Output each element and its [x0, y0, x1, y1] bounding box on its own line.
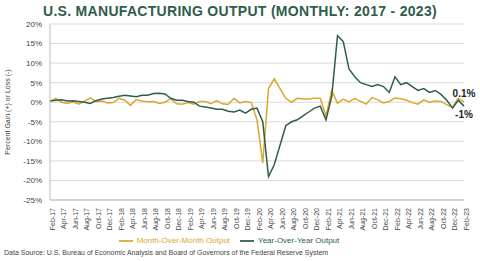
svg-text:Jun-20: Jun-20 — [279, 208, 286, 230]
svg-text:Feb-18: Feb-18 — [118, 208, 125, 230]
svg-text:Apr-22: Apr-22 — [405, 208, 413, 229]
svg-text:Aug-22: Aug-22 — [428, 208, 436, 231]
html-text:Data Source: U.S. Bureau of Ec: Data Source: U.S. Bureau of Economic Ana… — [4, 249, 329, 256]
svg-text:Feb-22: Feb-22 — [394, 208, 401, 230]
svg-text:Oct-22: Oct-22 — [440, 208, 447, 229]
svg-text:Oct-19: Oct-19 — [233, 208, 240, 229]
svg-text:Jun-17: Jun-17 — [72, 208, 79, 230]
svg-text:Apr-19: Apr-19 — [198, 208, 206, 229]
svg-text:Dec-22: Dec-22 — [451, 208, 458, 231]
svg-text:Dec-18: Dec-18 — [175, 208, 182, 231]
svg-text:Aug-21: Aug-21 — [359, 208, 367, 231]
svg-text:Feb-23: Feb-23 — [463, 208, 470, 230]
svg-text:Aug-18: Aug-18 — [152, 208, 160, 231]
svg-text:Aug-19: Aug-19 — [221, 208, 229, 231]
svg-text:Feb-21: Feb-21 — [325, 208, 332, 230]
svg-text:-15%: -15% — [23, 157, 42, 166]
html-text:Year-Over-Year Output: Year-Over-Year Output — [258, 236, 340, 246]
svg-text:Oct-17: Oct-17 — [95, 208, 102, 229]
svg-text:Dec-19: Dec-19 — [244, 208, 251, 231]
svg-text:Dec-17: Dec-17 — [106, 208, 113, 231]
svg-text:Oct-21: Oct-21 — [371, 208, 378, 229]
svg-text:5%: 5% — [30, 79, 42, 88]
svg-text:-5%: -5% — [28, 118, 42, 127]
svg-text:Dec-21: Dec-21 — [382, 208, 389, 231]
svg-text:Percent Gain (+) or Loss (-): Percent Gain (+) or Loss (-) — [8, 69, 12, 154]
svg-text:0.1%: 0.1% — [453, 88, 472, 99]
svg-text:-25%: -25% — [23, 196, 42, 205]
svg-text:0%: 0% — [30, 98, 42, 107]
svg-text:Apr-21: Apr-21 — [336, 208, 344, 229]
svg-text:Dec-20: Dec-20 — [313, 208, 320, 231]
svg-text:Aug-17: Aug-17 — [83, 208, 91, 231]
svg-text:Oct-20: Oct-20 — [302, 208, 309, 229]
svg-text:Feb-19: Feb-19 — [187, 208, 194, 230]
svg-text:-1%: -1% — [455, 109, 472, 120]
svg-text:Jun-22: Jun-22 — [417, 208, 424, 230]
html-text:Month-Over-Month Output: Month-Over-Month Output — [136, 236, 231, 246]
svg-text:Jun-21: Jun-21 — [348, 208, 355, 230]
svg-text:Apr-20: Apr-20 — [267, 208, 275, 229]
svg-text:Jun-19: Jun-19 — [210, 208, 217, 230]
svg-text:10%: 10% — [26, 59, 42, 68]
svg-text:Aug-20: Aug-20 — [290, 208, 298, 231]
svg-text:Oct-18: Oct-18 — [164, 208, 171, 229]
svg-text:15%: 15% — [26, 39, 42, 48]
svg-text:Jun-18: Jun-18 — [141, 208, 148, 230]
svg-text:20%: 20% — [26, 20, 42, 29]
svg-text:-10%: -10% — [23, 137, 42, 146]
svg-text:-20%: -20% — [23, 176, 42, 185]
html-text:U.S. MANUFACTURING OUTPUT (MON: U.S. MANUFACTURING OUTPUT (MONTHLY: 2017… — [43, 3, 437, 19]
svg-text:Apr-17: Apr-17 — [60, 208, 68, 229]
svg-text:Feb-17: Feb-17 — [49, 208, 56, 230]
svg-text:Apr-18: Apr-18 — [129, 208, 137, 229]
svg-text:Feb-20: Feb-20 — [256, 208, 263, 230]
